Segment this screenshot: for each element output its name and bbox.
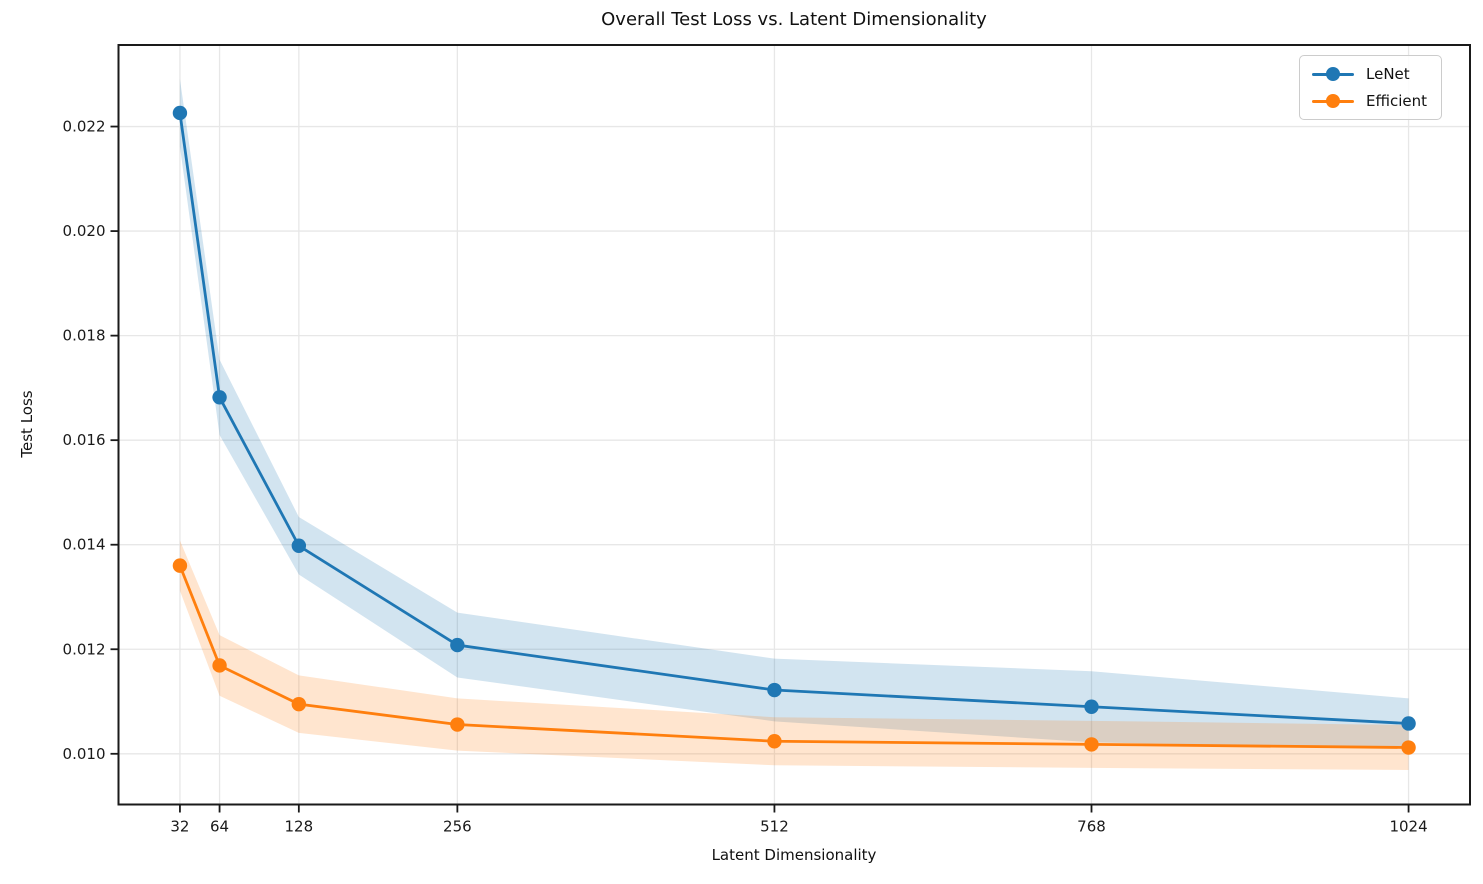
- y-tick-label: 0.016: [63, 431, 106, 449]
- lenet-confidence-band: [179, 78, 1409, 749]
- lenet-line: [178, 111, 1410, 725]
- lenet-marker: [212, 390, 227, 405]
- y-tick-label: 0.022: [63, 118, 106, 136]
- axes-spines: [117, 44, 1471, 806]
- x-tick-label: 64: [210, 818, 229, 836]
- lenet-marker: [1401, 716, 1416, 731]
- x-tick-label: 768: [1077, 818, 1106, 836]
- chart-title: Overall Test Loss vs. Latent Dimensional…: [601, 9, 987, 30]
- efficient-marker: [1401, 740, 1416, 755]
- x-tick-label: 1024: [1389, 818, 1427, 836]
- legend: LeNet Efficient: [1299, 55, 1443, 120]
- efficient-line-sample-icon: [1312, 94, 1354, 108]
- x-tick-label: 32: [170, 818, 189, 836]
- legend-label-lenet: LeNet: [1366, 65, 1410, 83]
- y-tick-label: 0.018: [63, 327, 106, 345]
- y-tick-label: 0.014: [63, 536, 106, 554]
- x-axis-label: Latent Dimensionality: [711, 846, 877, 864]
- y-axis-label: Test Loss: [18, 390, 36, 458]
- lenet-marker: [172, 105, 188, 121]
- efficient-marker: [450, 717, 465, 732]
- efficient-confidence-band: [179, 540, 1409, 771]
- legend-entry-lenet: LeNet: [1312, 65, 1427, 83]
- x-tick-label: 128: [285, 818, 314, 836]
- y-tick-label: 0.012: [63, 640, 106, 658]
- efficient-marker-icon: [1326, 94, 1340, 108]
- y-tick-label: 0.010: [63, 745, 106, 763]
- efficient-marker: [1084, 737, 1099, 752]
- lenet-marker: [450, 637, 465, 653]
- efficient-marker: [212, 658, 227, 673]
- lenet-line-sample-icon: [1312, 67, 1354, 81]
- lenet-marker-icon: [1326, 67, 1340, 81]
- legend-entry-efficient: Efficient: [1312, 92, 1427, 110]
- lenet-marker: [1084, 699, 1099, 714]
- lenet-marker: [291, 538, 307, 553]
- x-tick-label: 256: [443, 818, 472, 836]
- efficient-marker: [767, 734, 782, 749]
- legend-label-efficient: Efficient: [1366, 92, 1428, 110]
- x-tick-label: 512: [760, 818, 789, 836]
- y-tick-label: 0.020: [63, 222, 106, 240]
- lenet-marker: [767, 682, 782, 698]
- efficient-marker: [291, 696, 307, 712]
- efficient-marker: [172, 558, 188, 573]
